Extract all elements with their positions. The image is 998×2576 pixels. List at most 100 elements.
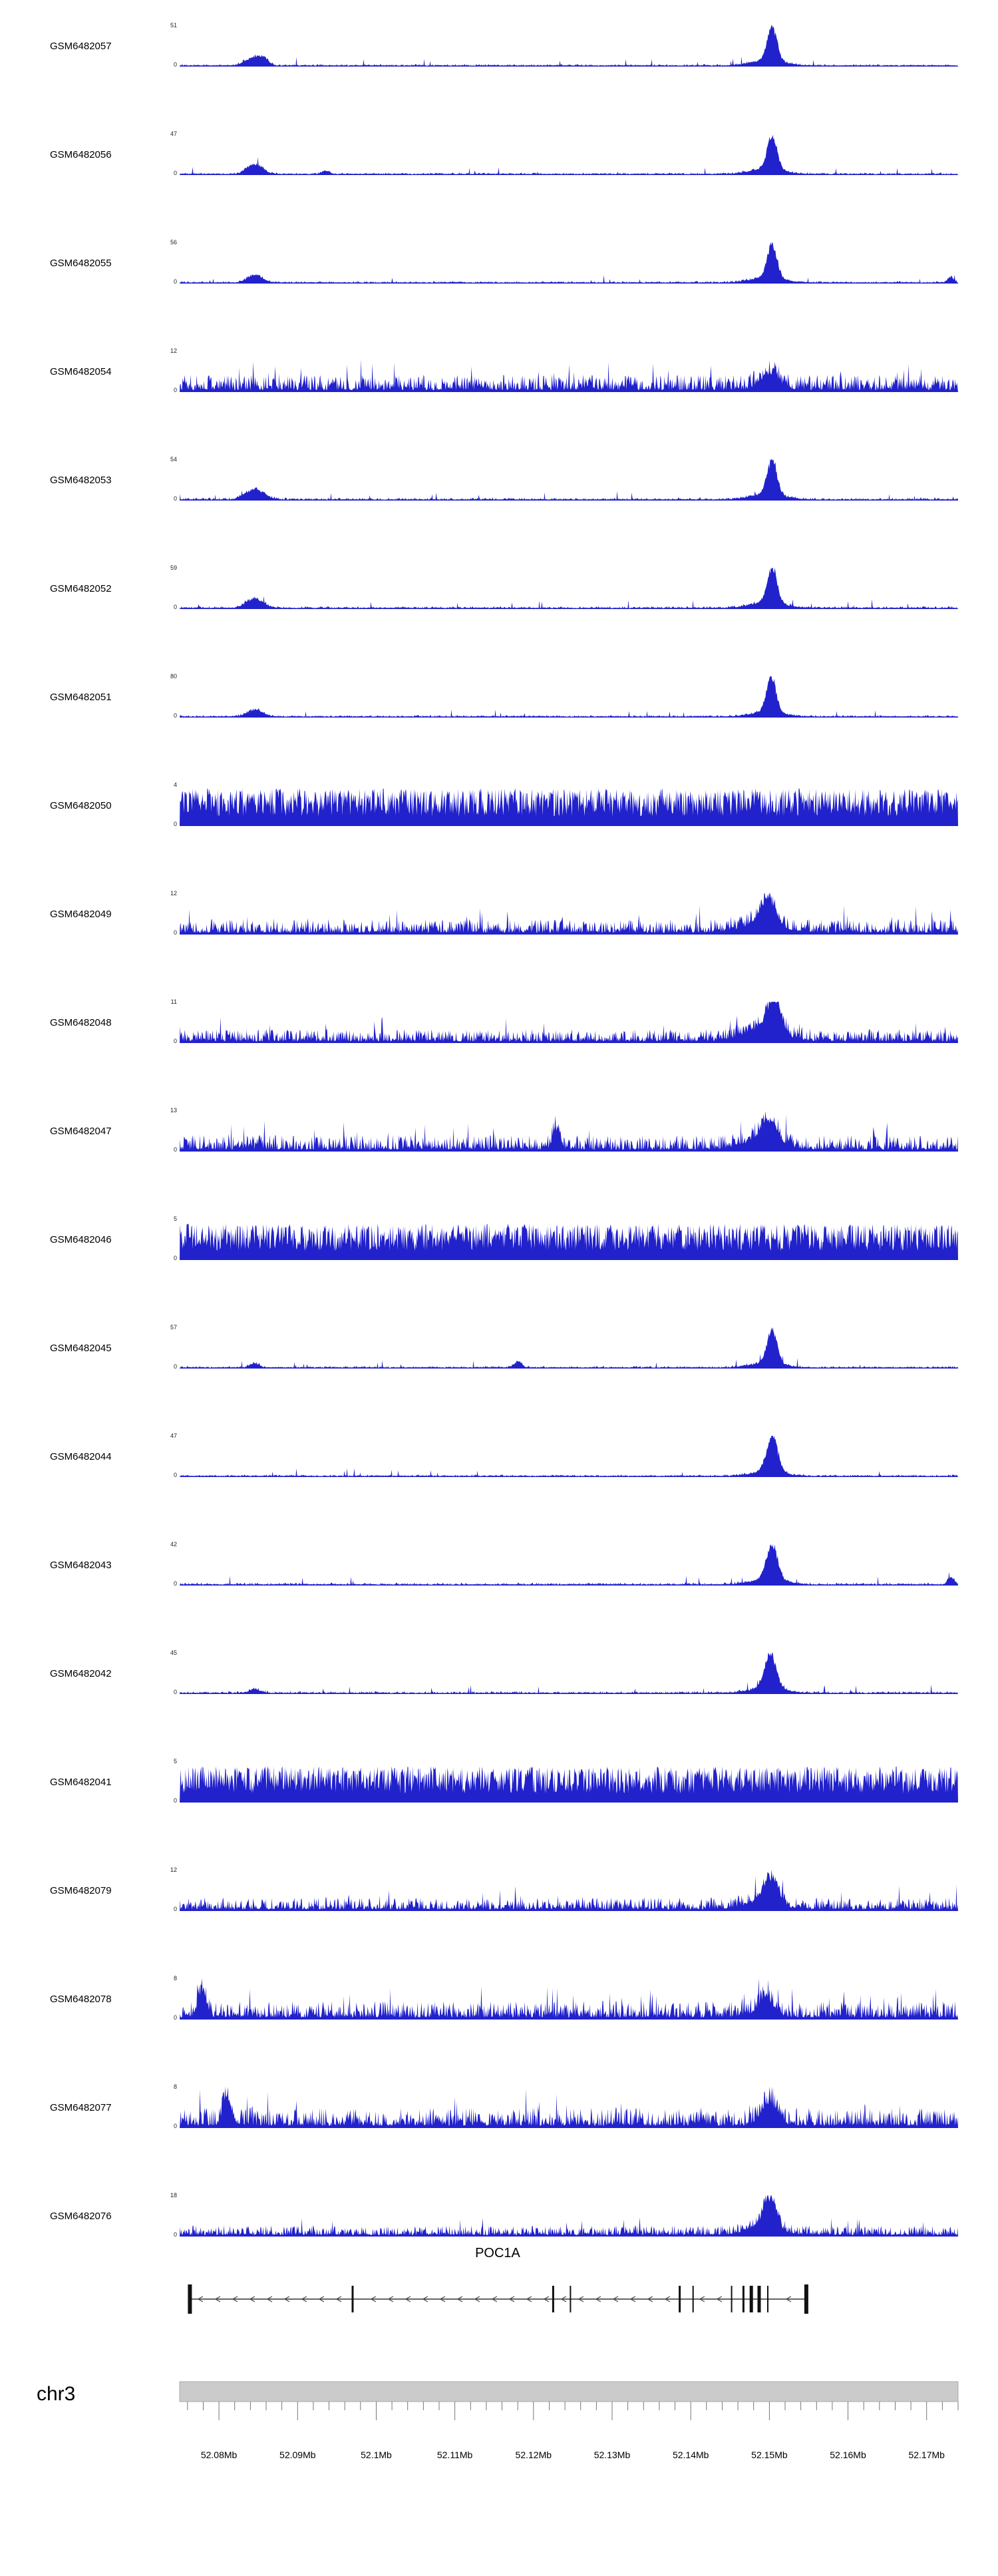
gene-track: POC1A	[0, 2242, 998, 2362]
y-axis-min: 0	[173, 495, 177, 502]
track-label: GSM6482051	[50, 692, 112, 703]
y-axis-max: 12	[170, 347, 177, 354]
y-axis-max: 54	[170, 456, 177, 463]
track-plot: 12 0	[170, 1866, 958, 1912]
y-axis-min: 0	[173, 61, 177, 68]
y-axis-max: 12	[170, 1866, 177, 1873]
coverage-signal	[180, 359, 958, 392]
y-axis-min: 0	[173, 2123, 177, 2129]
coverage-tracks: GSM6482057 51 0 GSM6482056 47 0 GSM6482055 56 0 G…	[0, 22, 998, 2304]
y-axis-max: 8	[173, 2083, 177, 2090]
y-axis-max: 4	[173, 781, 177, 788]
track-row: GSM6482078 8 0	[0, 1975, 998, 2087]
coverage-signal	[180, 1870, 958, 1911]
coverage-signal	[180, 1766, 958, 1803]
y-axis-min: 0	[173, 278, 177, 285]
track-plot: 80 0	[170, 673, 958, 719]
y-axis-min: 0	[173, 387, 177, 393]
coverage-signal	[180, 1002, 958, 1043]
y-axis-min: 0	[173, 821, 177, 827]
y-axis-min: 0	[173, 1038, 177, 1044]
y-axis-max: 51	[170, 22, 177, 29]
svg-text:52.17Mb: 52.17Mb	[908, 2450, 945, 2460]
coverage-signal	[180, 1978, 958, 2020]
coverage-signal	[180, 1436, 958, 1477]
coverage-signal	[180, 1653, 958, 1694]
track-plot: 59 0	[170, 564, 958, 610]
coverage-signal	[180, 2087, 958, 2128]
track-row: GSM6482041 5 0	[0, 1758, 998, 1870]
coverage-signal	[180, 242, 958, 284]
ruler-axis: 52.08Mb 52.09Mb 52.1Mb 52.11Mb 52.12Mb 52.13M…	[179, 2381, 959, 2460]
coverage-signal	[180, 1223, 958, 1260]
y-axis-max: 12	[170, 890, 177, 897]
svg-text:52.11Mb: 52.11Mb	[437, 2450, 473, 2460]
y-axis-min: 0	[173, 1255, 177, 1261]
y-axis-min: 0	[173, 604, 177, 610]
y-axis-max: 5	[173, 1215, 177, 1222]
track-plot: 56 0	[170, 239, 958, 285]
track-label: GSM6482049	[50, 909, 112, 920]
track-row: GSM6482057 51 0	[0, 22, 998, 134]
track-row: GSM6482053 54 0	[0, 456, 998, 568]
track-label: GSM6482078	[50, 1994, 112, 2005]
track-plot: 57 0	[170, 1324, 958, 1370]
track-row: GSM6482047 13 0	[0, 1107, 998, 1219]
track-label: GSM6482056	[50, 149, 112, 160]
track-label: GSM6482055	[50, 258, 112, 269]
y-axis-min: 0	[173, 1689, 177, 1695]
y-axis-max: 5	[173, 1758, 177, 1765]
svg-text:52.09Mb: 52.09Mb	[279, 2450, 316, 2460]
track-row: GSM6482052 59 0	[0, 564, 998, 676]
track-row: GSM6482051 80 0	[0, 673, 998, 785]
gene-name: POC1A	[475, 2246, 520, 2260]
coverage-signal	[180, 1327, 958, 1369]
track-label: GSM6482047	[50, 1126, 112, 1137]
track-plot: 51 0	[170, 22, 958, 68]
track-plot: 12 0	[170, 890, 958, 936]
svg-text:52.1Mb: 52.1Mb	[361, 2450, 392, 2460]
y-axis-min: 0	[173, 1472, 177, 1478]
track-row: GSM6482042 45 0	[0, 1649, 998, 1761]
track-row: GSM6482056 47 0	[0, 130, 998, 242]
coverage-signal	[180, 1111, 958, 1152]
track-row: GSM6482054 12 0	[0, 347, 998, 459]
track-plot: 54 0	[170, 456, 958, 502]
y-axis-max: 80	[170, 673, 177, 680]
track-label: GSM6482079	[50, 1885, 112, 1896]
coverage-signal	[180, 568, 958, 609]
track-label: GSM6482041	[50, 1777, 112, 1788]
track-label: GSM6482046	[50, 1234, 112, 1245]
track-row: GSM6482076 18 0	[0, 2192, 998, 2304]
track-label: GSM6482045	[50, 1343, 112, 1354]
track-row: GSM6482045 57 0	[0, 1324, 998, 1436]
track-row: GSM6482043 42 0	[0, 1541, 998, 1653]
y-axis-min: 0	[173, 1146, 177, 1153]
track-row: GSM6482044 47 0	[0, 1432, 998, 1544]
y-axis-max: 18	[170, 2192, 177, 2199]
track-plot: 47 0	[170, 130, 958, 176]
coverage-signal	[180, 788, 958, 826]
track-plot: 12 0	[170, 347, 958, 393]
y-axis-min: 0	[173, 1906, 177, 1912]
track-row: GSM6482048 11 0	[0, 998, 998, 1110]
y-axis-min: 0	[173, 929, 177, 936]
track-label: GSM6482043	[50, 1560, 112, 1571]
track-row: GSM6482055 56 0	[0, 239, 998, 351]
svg-text:52.08Mb: 52.08Mb	[201, 2450, 238, 2460]
track-label: GSM6482042	[50, 1668, 112, 1679]
y-axis-min: 0	[173, 2014, 177, 2021]
y-axis-max: 13	[170, 1107, 177, 1114]
coverage-signal	[180, 676, 958, 718]
svg-text:52.16Mb: 52.16Mb	[830, 2450, 866, 2460]
svg-text:52.12Mb: 52.12Mb	[516, 2450, 552, 2460]
gene-model	[188, 2284, 808, 2314]
track-label: GSM6482054	[50, 366, 112, 377]
track-row: GSM6482050 4 0	[0, 781, 998, 893]
chromosome-ruler: chr3 52.08Mb 52.09Mb 52.1Mb 52.11Mb 52.12Mb 5…	[0, 2381, 998, 2528]
y-axis-max: 47	[170, 1432, 177, 1439]
